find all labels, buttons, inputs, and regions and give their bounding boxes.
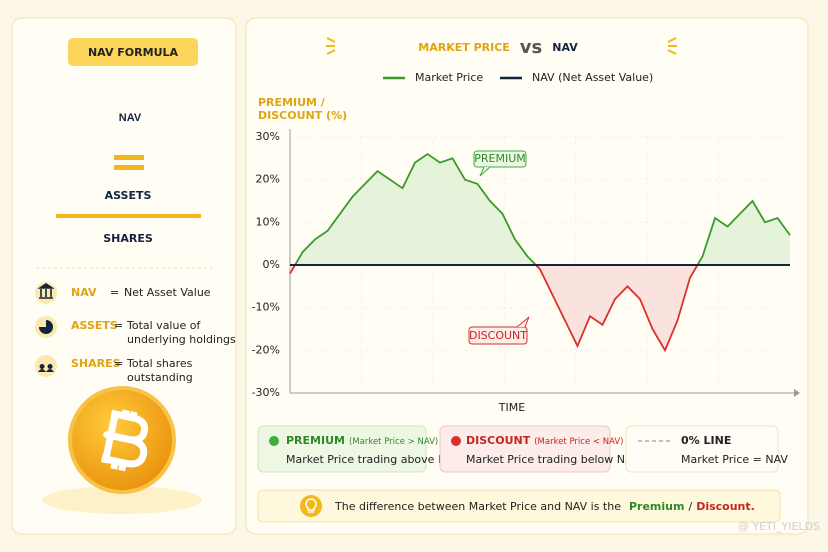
card-text: Market Price trading below NAV bbox=[466, 453, 640, 466]
card-title: DISCOUNT (Market Price < NAV) bbox=[466, 434, 623, 447]
plot: PREMIUM /DISCOUNT (%) TIME 30% 20% 10% 0% -10%… bbox=[252, 71, 800, 414]
def-text: outstanding bbox=[127, 371, 193, 384]
fraction-bar bbox=[56, 214, 201, 218]
bitcoin-symbol bbox=[101, 409, 149, 472]
card bbox=[439, 425, 611, 473]
footer-main: The difference between Market Price and … bbox=[334, 500, 621, 513]
title-part: NAV bbox=[552, 41, 578, 54]
x-axis-arrow bbox=[794, 389, 800, 397]
footer-box bbox=[257, 489, 781, 523]
chart-title: MARKET PRICE vs NAV bbox=[418, 37, 578, 58]
bulb bbox=[305, 498, 317, 513]
y-tick-label: -20% bbox=[252, 343, 280, 356]
chart-panel bbox=[245, 17, 809, 535]
footer-discount: Discount. bbox=[696, 500, 755, 513]
card bbox=[625, 425, 779, 473]
annotation-box bbox=[468, 326, 528, 345]
title-sparkles bbox=[326, 37, 677, 55]
definitions: NAV = Net Asset Value ASSETS = Total val… bbox=[35, 282, 236, 384]
watermark: @ YETI_YIELDS bbox=[738, 520, 820, 533]
badge-text: NAV FORMULA bbox=[88, 46, 179, 59]
y-axis-label: DISCOUNT (%) bbox=[258, 109, 347, 122]
annotation: PREMIUM bbox=[474, 152, 526, 165]
annotation-box bbox=[473, 150, 527, 168]
y-axis-label: PREMIUM / bbox=[258, 96, 326, 109]
def-term: ASSETS bbox=[71, 319, 118, 332]
coin-glow bbox=[42, 486, 202, 514]
card bbox=[257, 425, 427, 473]
y-tick-label: -10% bbox=[252, 301, 280, 314]
pie-icon bbox=[39, 320, 53, 334]
card-note: (Market Price < NAV) bbox=[534, 437, 623, 447]
def-text: Total shares bbox=[126, 357, 193, 370]
people-icon bbox=[38, 364, 54, 372]
legend-label: NAV (Net Asset Value) bbox=[532, 71, 653, 84]
equals-bar bbox=[114, 165, 144, 170]
badge bbox=[68, 38, 198, 66]
annotation-pointer bbox=[516, 316, 530, 328]
def-text: Total value of bbox=[126, 319, 201, 332]
formula-nav: NAV bbox=[119, 112, 142, 124]
def-text: Net Asset Value bbox=[124, 286, 211, 299]
legend-label: Market Price bbox=[415, 71, 483, 84]
premium-area bbox=[290, 154, 790, 265]
card-text: Market Price trading above NAV bbox=[286, 453, 461, 466]
def-term: SHARES bbox=[71, 357, 121, 370]
discount-area bbox=[290, 265, 790, 351]
bank-icon bbox=[37, 283, 55, 299]
line-above bbox=[293, 152, 791, 265]
y-tick-label: 10% bbox=[256, 215, 280, 228]
icon bbox=[35, 355, 57, 377]
def-eq: = bbox=[114, 319, 123, 332]
y-tick-label: 20% bbox=[256, 173, 280, 186]
card-dot bbox=[269, 436, 279, 446]
line-below bbox=[289, 265, 699, 353]
card-title-text: DISCOUNT bbox=[466, 434, 531, 447]
y-tick-label: 0% bbox=[263, 258, 280, 271]
equals-bar bbox=[114, 155, 144, 160]
bulb-icon bbox=[300, 495, 322, 517]
def-text: underlying holdings bbox=[127, 333, 236, 346]
formula-numerator: ASSETS bbox=[105, 189, 152, 202]
annotation: DISCOUNT bbox=[469, 329, 527, 342]
title-part: MARKET PRICE bbox=[418, 41, 510, 54]
y-tick-label: 30% bbox=[256, 130, 280, 143]
footer-slash: / bbox=[688, 500, 692, 513]
footer-text: The difference between Market Price and … bbox=[334, 500, 755, 513]
card-title-text: PREMIUM bbox=[286, 434, 345, 447]
y-tick-label: -30% bbox=[252, 386, 280, 399]
card-dot bbox=[451, 436, 461, 446]
def-eq: = bbox=[114, 357, 123, 370]
card-title: 0% LINE bbox=[681, 434, 731, 447]
sidebar-panel bbox=[11, 17, 237, 535]
card-text: Market Price = NAV bbox=[681, 453, 788, 466]
def-eq: = bbox=[110, 286, 119, 299]
card-title: PREMIUM (Market Price > NAV) bbox=[286, 434, 438, 447]
formula-denominator: SHARES bbox=[103, 232, 153, 245]
def-term: NAV bbox=[71, 286, 97, 299]
card-note: (Market Price > NAV) bbox=[349, 437, 438, 447]
x-axis-label: TIME bbox=[498, 401, 525, 414]
footer-premium: Premium bbox=[629, 500, 684, 513]
annotation-pointer bbox=[479, 166, 491, 177]
title-part: vs bbox=[520, 37, 542, 58]
